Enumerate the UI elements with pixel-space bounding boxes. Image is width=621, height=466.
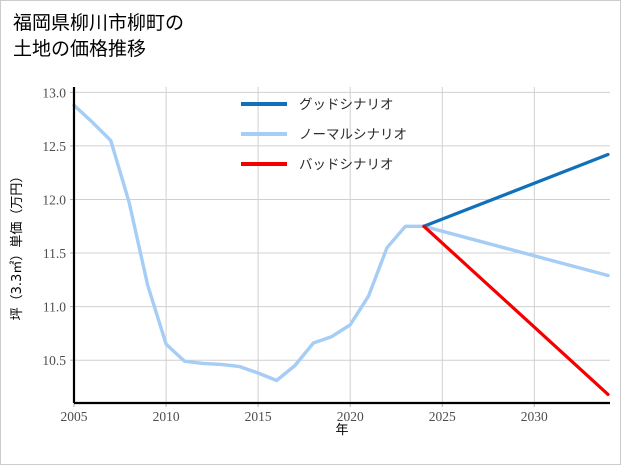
y-tick-labels: 13.0 12.5 12.0 11.5 11.0 10.5 xyxy=(42,85,66,368)
legend-label: グッドシナリオ xyxy=(299,97,394,113)
x-tick-label: 2010 xyxy=(153,409,180,424)
page-title: 福岡県柳川市柳町の 土地の価格推移 xyxy=(13,12,185,60)
series-line-bad xyxy=(422,224,610,396)
y-tick-label: 11.5 xyxy=(43,246,66,261)
y-tick-label: 10.5 xyxy=(42,353,66,368)
series-line-good xyxy=(422,152,610,228)
y-axis-title: 坪（3.3㎡）単価（万円） xyxy=(9,170,25,321)
series-lines xyxy=(72,103,610,396)
y-tick-label: 12.0 xyxy=(42,193,66,208)
legend-label: バッドシナリオ xyxy=(299,157,394,173)
y-tick-label: 11.0 xyxy=(43,300,66,315)
x-axis-title: 年 xyxy=(335,423,348,438)
y-tick-label: 13.0 xyxy=(42,85,66,100)
x-tick-label: 2005 xyxy=(61,409,88,424)
x-tick-label: 2025 xyxy=(429,409,456,424)
x-tick-label: 2015 xyxy=(245,409,272,424)
legend-label: ノーマルシナリオ xyxy=(299,127,407,143)
axis-lines xyxy=(72,87,610,405)
series-line-normal xyxy=(72,103,610,383)
x-tick-label: 2020 xyxy=(337,409,364,424)
x-tick-labels: 2005 2010 2015 2020 2025 2030 xyxy=(61,409,549,424)
y-tick-label: 12.5 xyxy=(42,139,66,154)
x-tick-label: 2030 xyxy=(521,409,548,424)
